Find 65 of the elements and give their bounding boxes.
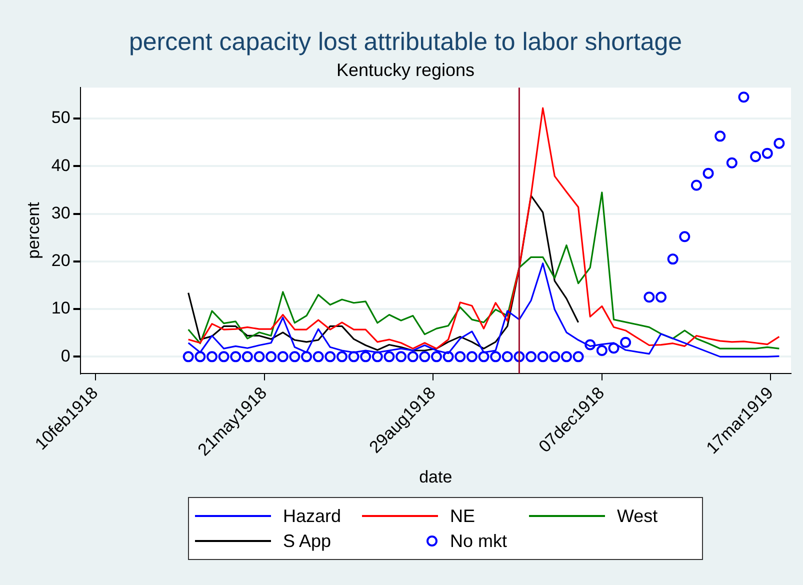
legend-label: No mkt	[450, 530, 508, 552]
point	[301, 351, 312, 362]
point	[266, 351, 277, 362]
point	[690, 180, 702, 191]
point	[277, 351, 288, 362]
point	[608, 342, 620, 354]
point	[762, 148, 773, 159]
point	[218, 351, 230, 362]
point	[596, 344, 608, 356]
point	[396, 351, 407, 362]
point	[478, 351, 490, 362]
point	[714, 130, 726, 142]
point	[656, 292, 667, 303]
chart-title: percent capacity lost attributable to labor shortage	[128, 28, 682, 56]
point	[442, 351, 454, 362]
y-tick-label: 0	[60, 346, 70, 366]
point	[514, 351, 525, 362]
legend-label: S App	[283, 530, 332, 552]
legend-label: Hazard	[283, 506, 342, 526]
point	[526, 351, 537, 362]
point	[372, 351, 383, 362]
y-tick-label: 10	[51, 298, 70, 318]
point	[336, 351, 348, 362]
point	[242, 351, 253, 362]
point	[384, 351, 395, 362]
point	[679, 231, 690, 242]
y-axis-title: percent	[24, 202, 43, 259]
point	[206, 351, 218, 362]
point	[572, 351, 584, 362]
point	[466, 351, 478, 362]
point	[560, 351, 572, 362]
y-tick-label: 20	[51, 251, 70, 270]
point	[702, 168, 714, 179]
point	[502, 351, 513, 362]
point	[419, 351, 430, 362]
chart-subtitle: Kentucky regions	[336, 60, 475, 80]
point	[667, 254, 678, 265]
point	[360, 351, 372, 362]
point	[348, 351, 360, 362]
point	[490, 351, 502, 362]
point	[254, 351, 265, 362]
point	[774, 138, 785, 149]
point	[324, 351, 336, 362]
y-tick-label: 40	[51, 156, 70, 175]
point	[194, 351, 206, 362]
legend-label: NE	[450, 506, 476, 526]
point	[644, 292, 655, 303]
legend-label: West	[617, 506, 658, 526]
point	[454, 351, 466, 362]
point	[738, 92, 750, 103]
point	[537, 351, 548, 362]
point	[289, 351, 300, 362]
point	[182, 351, 194, 362]
y-tick-label: 30	[51, 203, 70, 222]
point	[549, 351, 560, 362]
point	[407, 351, 418, 362]
y-tick-label: 50	[51, 108, 70, 128]
point	[431, 351, 442, 362]
point	[312, 351, 324, 362]
point	[750, 151, 762, 162]
point	[620, 336, 632, 348]
point	[726, 157, 738, 168]
x-axis-title: date	[419, 467, 452, 486]
point	[584, 339, 596, 350]
point	[230, 351, 242, 362]
